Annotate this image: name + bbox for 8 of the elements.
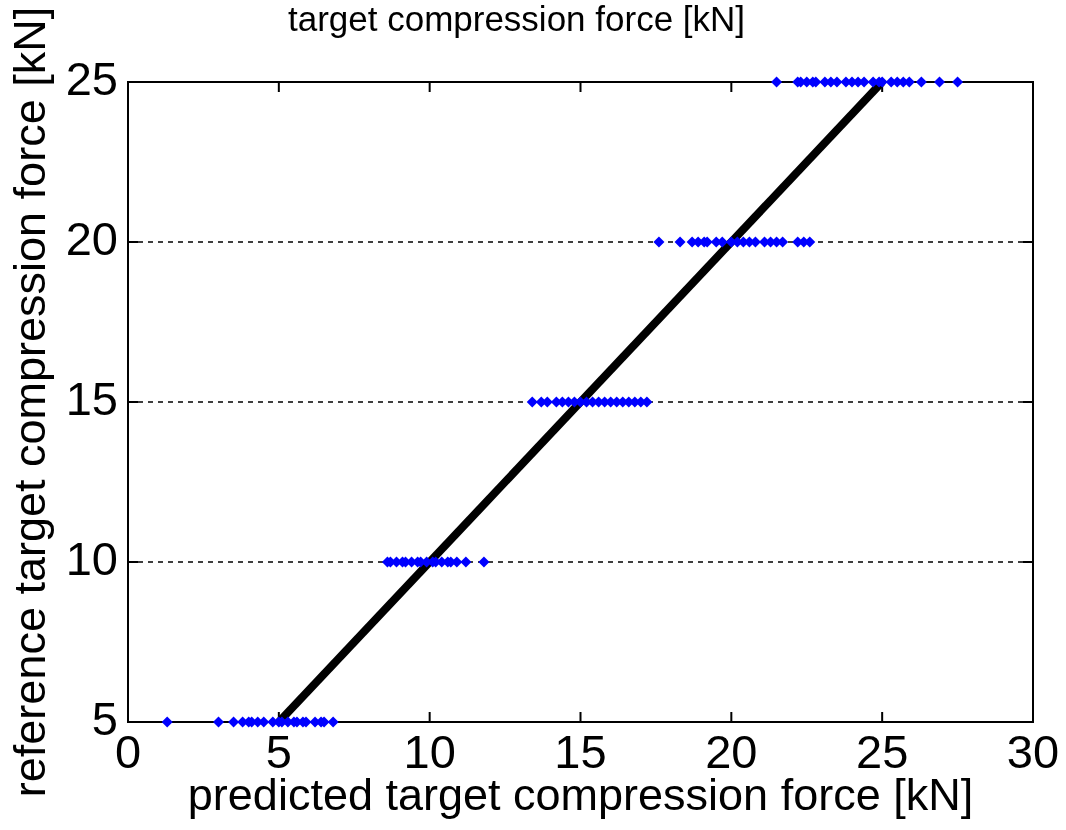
y-axis-title: reference target compression force [kN] (4, 6, 56, 798)
y-tick-label: 15 (65, 371, 118, 425)
y-tick-label: 10 (65, 531, 118, 585)
y-tick-label: 5 (91, 691, 118, 745)
y-tick-label: 20 (65, 211, 118, 265)
chart-title: target compression force [kN] (287, 0, 746, 38)
x-tick-label: 30 (1006, 725, 1060, 779)
y-tick-label: 25 (65, 51, 118, 105)
